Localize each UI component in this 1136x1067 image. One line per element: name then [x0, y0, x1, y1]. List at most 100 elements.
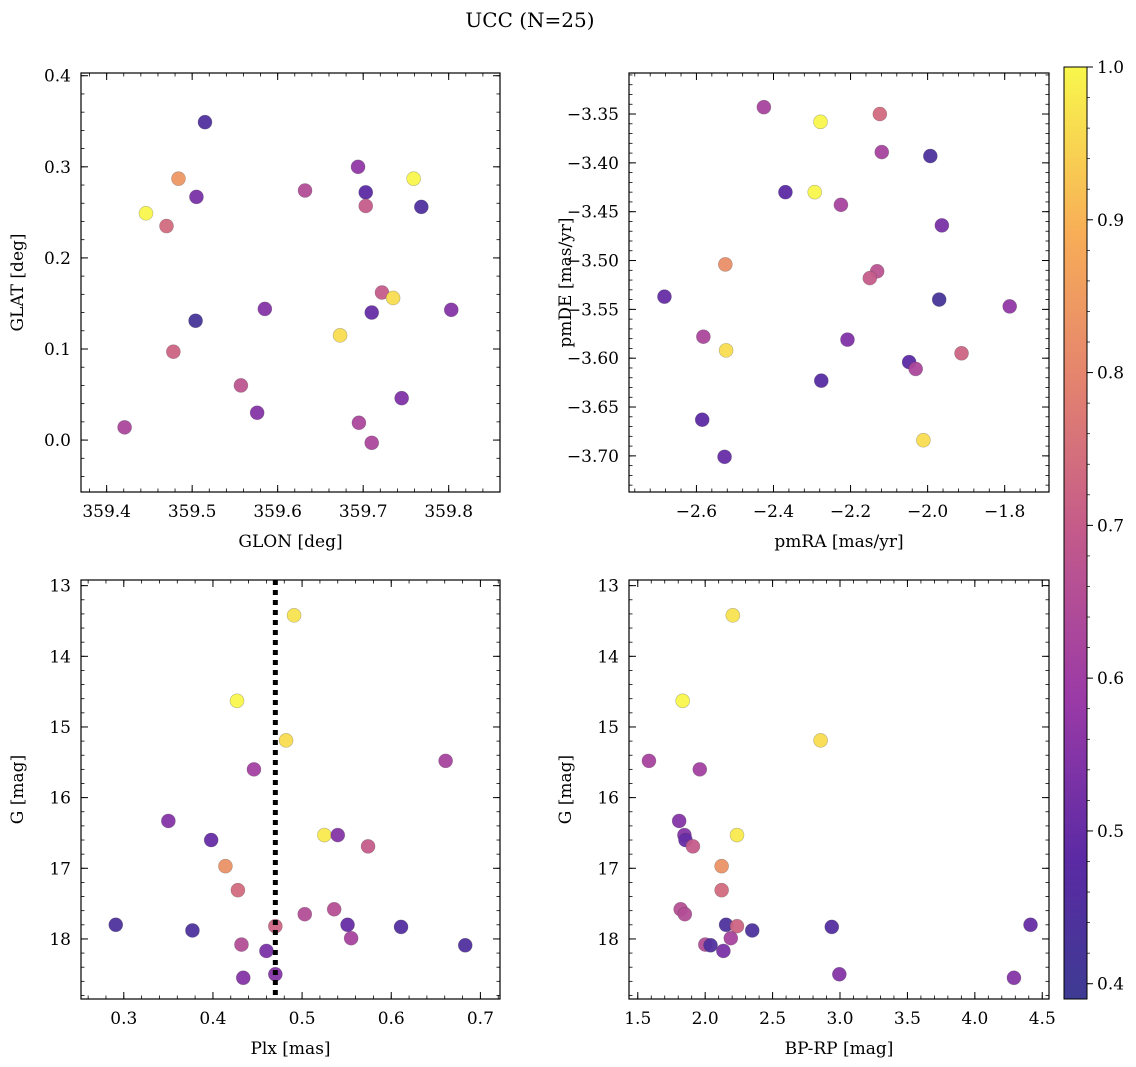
- scatter-point: [675, 693, 690, 709]
- colorbar-tick-label: 0.9: [1097, 211, 1124, 231]
- y-axis-label: GLAT [deg]: [8, 233, 28, 331]
- scatter-point: [351, 415, 367, 431]
- x-tick-label: −2.0: [907, 502, 948, 522]
- scatter-points: [641, 608, 1038, 986]
- scatter-point: [364, 305, 380, 320]
- scatter-point: [714, 882, 729, 898]
- scatter-point: [358, 185, 374, 200]
- scatter-point: [414, 199, 429, 215]
- colorbar: 0.4 0.5 0.6 0.7 0.8 0.9 1.0: [1063, 58, 1124, 1000]
- scatter-point: [188, 313, 203, 329]
- scatter-point: [692, 762, 708, 777]
- x-tick-label: 359.6: [253, 502, 302, 522]
- y-tick-label: 14: [597, 647, 619, 667]
- x-ticks: 0.3 0.4 0.5 0.6 0.7: [87, 580, 499, 1029]
- scatter-point: [234, 937, 249, 952]
- y-tick-label: 18: [49, 930, 71, 950]
- y-tick-label: −3.65: [567, 398, 619, 418]
- y-tick-label: 15: [597, 718, 619, 738]
- scatter-point: [138, 205, 154, 221]
- scatter-point: [161, 813, 176, 829]
- scatter-point: [657, 289, 672, 304]
- scatter-point: [189, 189, 204, 205]
- x-ticks: 1.5 2.0 2.5 3.0 3.5 4.0 4.5: [624, 580, 1056, 1029]
- y-tick-label: −3.35: [567, 105, 619, 125]
- scatter-point: [744, 923, 760, 938]
- scatter-point: [872, 106, 888, 122]
- y-axis-label: G [mag]: [556, 755, 576, 824]
- x-axis-label: Plx [mas]: [250, 1039, 330, 1059]
- x-tick-label: 3.0: [826, 1009, 853, 1029]
- x-tick-label: 0.4: [199, 1009, 226, 1029]
- y-ticks: 0.0 0.1 0.2 0.3 0.4: [44, 67, 500, 477]
- y-ticks: −3.70 −3.65 −3.60 −3.55 −3.50 −3.45 −3.40 −3.35: [567, 74, 1049, 486]
- x-tick-label: −2.4: [753, 502, 794, 522]
- y-tick-label: −3.45: [567, 203, 619, 223]
- x-tick-label: 359.8: [424, 502, 473, 522]
- scatter-point: [725, 608, 741, 623]
- y-tick-label: 15: [49, 718, 71, 738]
- scatter-point: [833, 197, 849, 213]
- colorbar-gradient: [1063, 66, 1088, 1000]
- x-tick-label: 0.7: [467, 1009, 494, 1029]
- scatter-point: [171, 171, 186, 186]
- scatter-point: [717, 449, 732, 465]
- scatter-point: [330, 827, 346, 843]
- x-tick-label: −2.6: [676, 502, 717, 522]
- scatter-point: [117, 420, 132, 435]
- y-tick-label: 18: [597, 930, 619, 950]
- scatter-point: [874, 144, 890, 160]
- scatter-point: [218, 858, 233, 874]
- x-axis-label: BP-RP [mag]: [785, 1039, 894, 1059]
- scatter-point: [297, 906, 313, 922]
- x-tick-label: 359.5: [168, 502, 217, 522]
- scatter-point: [360, 839, 376, 854]
- y-tick-label: 0.0: [44, 431, 71, 451]
- y-tick-label: 0.1: [44, 340, 71, 360]
- scatter-point: [677, 906, 693, 922]
- scatter-point: [406, 171, 421, 186]
- scatter-points: [657, 99, 1017, 465]
- scatter-point: [671, 813, 687, 829]
- scatter-points: [117, 114, 459, 451]
- scatter-point: [1023, 917, 1038, 933]
- panel-glon-glat: 359.4 359.5 359.6 359.7 359.8 0.0 0.1 0.2 0.3 0.4…: [8, 67, 501, 552]
- y-tick-label: 0.4: [44, 67, 71, 87]
- scatter-point: [257, 301, 273, 317]
- x-ticks: −2.6 −2.4 −2.2 −2.0 −1.8: [634, 73, 1036, 522]
- scatter-point: [286, 608, 302, 623]
- scatter-point: [185, 923, 200, 938]
- x-tick-label: 4.5: [1029, 1009, 1056, 1029]
- scatter-point: [457, 938, 473, 953]
- panel-plx-g: 0.3 0.4 0.5 0.6 0.7 13 14 15 16 17 18 Plx [mas] G [m…: [8, 577, 501, 1059]
- x-tick-label: 2.0: [692, 1009, 719, 1029]
- y-tick-label: 16: [597, 789, 619, 809]
- x-tick-label: 0.6: [378, 1009, 405, 1029]
- x-ticks: 359.4 359.5 359.6 359.7 359.8: [82, 73, 501, 522]
- scatter-point: [230, 882, 246, 898]
- scatter-point: [696, 329, 711, 345]
- scatter-point: [813, 373, 829, 388]
- y-tick-label: 14: [49, 647, 71, 667]
- scatter-point: [343, 930, 359, 946]
- scatter-point: [723, 930, 739, 946]
- scatter-point: [703, 938, 718, 953]
- scatter-point: [832, 966, 847, 982]
- scatter-point: [840, 332, 855, 347]
- scatter-point: [394, 390, 409, 406]
- scatter-point: [340, 917, 355, 933]
- scatter-point: [443, 302, 459, 318]
- scatter-point: [326, 901, 342, 917]
- scatter-point: [934, 218, 950, 233]
- scatter-point: [1002, 299, 1017, 314]
- scatter-point: [916, 432, 931, 448]
- panel-bprp-g: 1.5 2.0 2.5 3.0 3.5 4.0 4.5 13 14 15 16 17 18 BP-RP […: [556, 577, 1056, 1059]
- x-tick-label: −2.2: [830, 502, 871, 522]
- x-tick-label: −1.8: [984, 502, 1025, 522]
- scatter-point: [297, 183, 313, 198]
- scatter-point: [438, 753, 453, 769]
- x-tick-label: 0.5: [289, 1009, 316, 1029]
- scatter-point: [862, 270, 878, 286]
- scatter-point: [824, 919, 840, 935]
